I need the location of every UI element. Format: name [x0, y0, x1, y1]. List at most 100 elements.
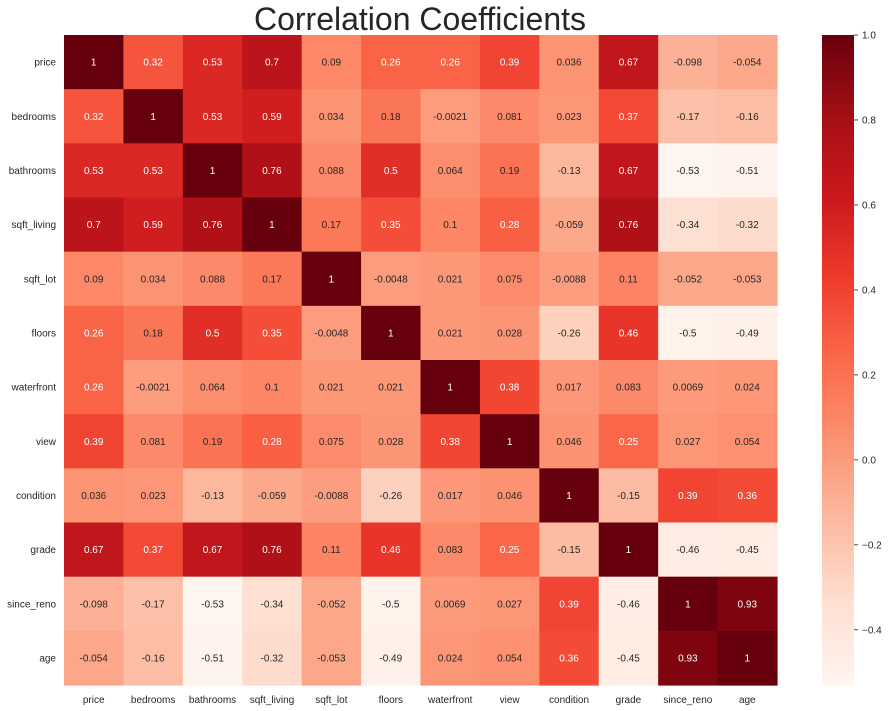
cell-value-label: 1 — [745, 653, 751, 664]
heatmap-cell — [361, 630, 422, 686]
heatmap-cell — [123, 522, 184, 578]
colorbar-tick-label: −0.4 — [862, 625, 882, 636]
heatmap-cell — [182, 305, 243, 361]
cell-value-label: 0.67 — [84, 545, 104, 556]
cell-value-label: -0.0021 — [136, 383, 170, 394]
heatmap-cell — [420, 89, 481, 144]
heatmap-cell — [658, 251, 719, 307]
cell-value-label: -0.052 — [674, 274, 703, 285]
heatmap-cell — [598, 360, 659, 415]
x-tick-label: since_reno — [663, 695, 712, 706]
cell-value-label: 0.93 — [678, 653, 698, 664]
cell-value-label: -0.13 — [558, 166, 581, 177]
heatmap-cell — [539, 251, 600, 307]
heatmap-cell — [717, 251, 778, 307]
cell-value-label: 0.023 — [141, 491, 166, 502]
heatmap-cell — [64, 305, 125, 361]
cell-value-label: 0.53 — [143, 166, 163, 177]
heatmap-cell — [64, 89, 125, 144]
cell-value-label: 0.09 — [84, 274, 104, 285]
cell-value-label: 1 — [507, 437, 513, 448]
heatmap-cell — [242, 197, 303, 253]
y-tick-label: sqft_living — [12, 220, 56, 231]
heatmap-cell — [361, 251, 422, 307]
cell-value-label: 0.18 — [381, 112, 401, 123]
cell-value-label: -0.32 — [261, 653, 284, 664]
cell-value-label: 0.017 — [557, 383, 582, 394]
heatmap-cell — [420, 576, 481, 632]
heatmap-cell — [717, 468, 778, 524]
heatmap-cell — [182, 89, 243, 144]
heatmap-cell — [717, 143, 778, 199]
cell-value-label: 1 — [150, 112, 156, 123]
cell-value-label: 0.034 — [319, 112, 344, 123]
cell-value-label: 0.021 — [438, 328, 463, 339]
heatmap-cell — [182, 360, 243, 415]
cell-value-label: 0.53 — [203, 112, 223, 123]
heatmap-cell — [242, 251, 303, 307]
cell-value-label: -0.054 — [733, 58, 762, 69]
cell-value-label: 0.39 — [559, 599, 579, 610]
cell-value-label: 1 — [91, 58, 97, 69]
heatmap-cell — [598, 35, 659, 90]
heatmap-cell — [658, 305, 719, 361]
heatmap-cell — [539, 576, 600, 632]
cell-value-label: 0.5 — [206, 328, 220, 339]
cell-value-label: 0.76 — [619, 220, 639, 231]
heatmap-cell — [539, 89, 600, 144]
cell-value-label: 0.7 — [265, 58, 279, 69]
colorbar-tick-label: 0.0 — [862, 455, 876, 466]
cell-value-label: -0.45 — [617, 653, 640, 664]
heatmap-cell — [242, 630, 303, 686]
cell-value-label: 0.39 — [500, 58, 520, 69]
cell-value-label: 0.46 — [619, 328, 639, 339]
x-tick-label: grade — [616, 695, 642, 706]
heatmap-cell — [123, 576, 184, 632]
heatmap-cell — [479, 522, 540, 578]
cell-value-label: -0.098 — [80, 599, 109, 610]
cell-value-label: 0.39 — [678, 491, 698, 502]
heatmap-cell — [361, 35, 422, 90]
heatmap-cell — [301, 414, 362, 469]
x-tick-label: view — [500, 695, 521, 706]
heatmap-cell — [420, 305, 481, 361]
cell-value-label: -0.16 — [142, 653, 165, 664]
y-tick-label: condition — [16, 491, 56, 502]
heatmap-cell — [420, 414, 481, 469]
cell-value-label: 0.034 — [141, 274, 166, 285]
heatmap-cell — [361, 89, 422, 144]
heatmap-cell — [420, 35, 481, 90]
cell-value-label: 0.35 — [262, 328, 282, 339]
y-tick-label: bedrooms — [12, 112, 56, 123]
cell-value-label: 0.017 — [438, 491, 463, 502]
cell-value-label: 0.024 — [438, 653, 463, 664]
heatmap-cell — [539, 468, 600, 524]
heatmap-cells: 1 0.32 0.53 0.7 0.09 0.26 0.26 0.39 0.036 0.67 -0.… — [64, 35, 778, 686]
cell-value-label: -0.26 — [558, 328, 581, 339]
x-tick-label: age — [739, 695, 756, 706]
heatmap-cell — [301, 360, 362, 415]
heatmap-cell — [539, 360, 600, 415]
heatmap-cell — [479, 360, 540, 415]
cell-value-label: 0.17 — [322, 220, 342, 231]
heatmap-cell — [182, 630, 243, 686]
cell-value-label: -0.45 — [736, 545, 759, 556]
cell-value-label: -0.34 — [676, 220, 699, 231]
heatmap-cell — [717, 305, 778, 361]
cell-value-label: -0.059 — [555, 220, 584, 231]
chart-title: Correlation Coefficients — [253, 1, 586, 37]
heatmap-cell — [598, 468, 659, 524]
heatmap-cell — [479, 305, 540, 361]
heatmap-cell — [182, 468, 243, 524]
cell-value-label: 0.25 — [619, 437, 639, 448]
cell-value-label: -0.46 — [676, 545, 699, 556]
cell-value-label: 0.26 — [381, 58, 401, 69]
cell-value-label: 1 — [329, 274, 335, 285]
heatmap-cell — [242, 414, 303, 469]
cell-value-label: -0.13 — [201, 491, 224, 502]
y-tick-label: grade — [30, 545, 56, 556]
heatmap-cell — [479, 576, 540, 632]
heatmap-cell — [598, 522, 659, 578]
cell-value-label: -0.053 — [317, 653, 346, 664]
